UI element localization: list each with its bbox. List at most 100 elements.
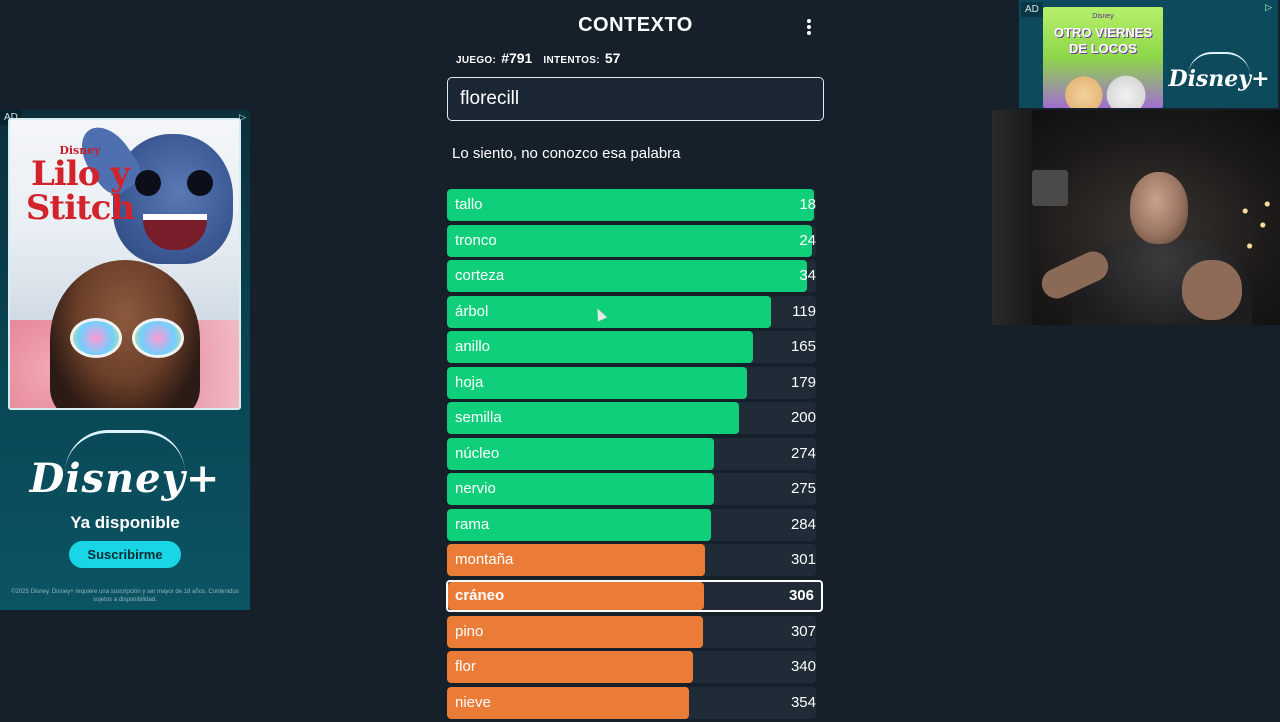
ad-right-brand: Disney [1092, 13, 1114, 20]
guess-rank: 18 [799, 196, 816, 213]
guess-proximity-bar [447, 295, 771, 328]
guess-row: tallo 18 [447, 189, 816, 221]
guess-row: montaña 301 [447, 544, 816, 577]
poster-title: Disney Lilo y Stitch [20, 144, 140, 225]
subscribe-button[interactable]: Suscribirme [69, 541, 181, 568]
guess-row: nervio 275 [447, 473, 816, 506]
guess-word: semilla [455, 409, 502, 427]
guess-rank: 24 [799, 231, 816, 249]
guess-list: tallo 18 tronco 24 corteza 34 árbol 119 anillo 16… [446, 189, 824, 722]
disney-plus-logo: Disney+ [0, 430, 250, 502]
guess-row: tronco 24 [447, 224, 816, 257]
guess-row: núcleo 274 [447, 437, 816, 470]
guess-proximity-bar [447, 615, 704, 648]
guess-word: cráneo [455, 587, 505, 605]
guess-word: corteza [455, 267, 505, 285]
guess-proximity-bar [447, 437, 715, 470]
guess-row: corteza 34 [447, 260, 816, 293]
poster-girl-shape [50, 260, 200, 408]
guess-input[interactable] [447, 77, 824, 121]
guess-word: flor [455, 658, 476, 676]
page-title: CONTEXTO [578, 14, 693, 36]
guess-rank: 179 [790, 373, 816, 391]
guess-proximity-bar [447, 224, 813, 257]
guess-row: semilla 200 [447, 402, 816, 435]
guess-rank: 274 [790, 444, 816, 462]
left-ad[interactable]: AD ▷ Disney Lilo y Stitch Disney+ Ya dis… [0, 110, 250, 610]
guess-proximity-bar [448, 582, 705, 611]
guess-rank: 340 [790, 658, 816, 676]
guess-word: nervio [455, 480, 496, 498]
guess-rank: 284 [790, 515, 816, 533]
guess-word: anillo [455, 338, 491, 356]
sunglasses-shape [70, 318, 122, 358]
ad-poster-image[interactable]: Disney Lilo y Stitch [8, 118, 241, 410]
guess-word: hoja [455, 373, 484, 391]
stitch-eye [135, 170, 161, 196]
right-ad[interactable]: Disney OTRO VIERNES DE LOCOS AD ▷ Disney… [1019, 0, 1278, 108]
guess-row: nieve 354 [447, 686, 816, 719]
movie-title-line1: Lilo y [30, 154, 130, 194]
guess-word: pino [455, 622, 484, 640]
ad-available-text: Ya disponible [70, 513, 180, 532]
guess-row: anillo 165 [447, 331, 816, 364]
game-label: JUEGO: [456, 55, 497, 66]
adchoices-icon[interactable]: ▷ [239, 112, 246, 122]
stitch-mouth [143, 214, 207, 250]
guess-word: rama [455, 515, 490, 533]
guess-row: hoja 179 [447, 366, 816, 399]
poster-faces-shape [1057, 71, 1153, 108]
guess-proximity-bar [447, 686, 690, 719]
sunglasses-shape [132, 318, 184, 358]
guess-proximity-bar [447, 651, 693, 684]
guess-proximity-bar [447, 331, 753, 364]
poster-brand: Disney [59, 144, 101, 157]
poster-stitch-shape [70, 120, 233, 264]
game-stats: JUEGO: #791 INTENTOS: 57 [456, 50, 628, 66]
ad-right-title: OTRO VIERNES DE LOCOS [1053, 25, 1153, 56]
logo-text: Disney+ [1168, 66, 1270, 92]
kebab-menu-icon[interactable] [802, 15, 816, 37]
guess-row: pino 307 [447, 615, 816, 648]
guess-proximity-bar [447, 260, 807, 293]
guess-word: tronco [455, 231, 497, 249]
ad-fine-print: ©2025 Disney. Disney+ requiere una suscr… [11, 589, 239, 603]
guess-word: montaña [455, 551, 514, 569]
adchoices-icon[interactable]: ▷ [1265, 2, 1272, 12]
webcam-shelf [1032, 170, 1068, 206]
attempts-count: 57 [604, 50, 621, 66]
logo-arc [65, 430, 185, 473]
guess-rank: 275 [790, 480, 816, 498]
logo-text: Disney+ [29, 455, 221, 502]
webcam-overlay [992, 110, 1280, 325]
guess-rank: 306 [788, 587, 814, 605]
guess-rank: 301 [790, 551, 816, 569]
guess-word: árbol [455, 302, 489, 320]
attempts-label: INTENTOS: [543, 55, 600, 66]
webcam-person-head [1130, 172, 1188, 244]
logo-arc [1188, 52, 1250, 76]
guess-word: tallo [455, 196, 483, 213]
guess-proximity-bar [447, 366, 747, 399]
movie-title-line2: Stitch [25, 188, 135, 228]
guess-proximity-bar [447, 402, 739, 435]
guess-row: árbol 119 [447, 295, 816, 328]
guess-row-current: cráneo 306 [446, 580, 823, 613]
game-panel: CONTEXTO JUEGO: #791 INTENTOS: 57 Lo sie… [446, 0, 824, 722]
disney-plus-logo: Disney+ [1164, 52, 1274, 92]
guess-proximity-bar [447, 189, 815, 221]
stitch-eye [187, 170, 213, 196]
webcam-wall [992, 110, 1032, 325]
guess-rank: 34 [799, 267, 816, 285]
guess-word: nieve [455, 693, 491, 711]
guess-proximity-bar [447, 508, 711, 541]
guess-proximity-bar [447, 473, 714, 506]
ad-badge: AD [1021, 2, 1043, 17]
guess-row: rama 284 [447, 508, 816, 541]
guess-rank: 119 [792, 302, 816, 320]
webcam-fairy-lights [1232, 190, 1276, 260]
guess-rank: 307 [790, 622, 816, 640]
game-number: #791 [501, 50, 533, 66]
ad-right-poster-image[interactable]: Disney OTRO VIERNES DE LOCOS [1043, 7, 1163, 108]
guess-word: núcleo [455, 444, 500, 462]
